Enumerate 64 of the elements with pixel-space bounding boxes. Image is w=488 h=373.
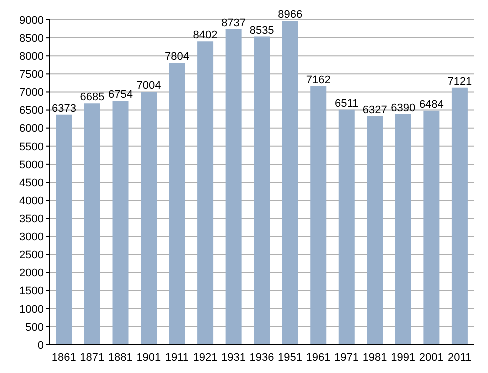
data-label: 6484 bbox=[419, 98, 444, 111]
data-label: 7121 bbox=[448, 76, 472, 88]
x-tick-label: 1961 bbox=[306, 352, 331, 364]
y-tick-label: 2000 bbox=[20, 268, 44, 280]
data-label: 8535 bbox=[250, 24, 274, 37]
bar bbox=[395, 114, 412, 345]
x-tick-label: 1951 bbox=[278, 352, 303, 364]
data-label: 6511 bbox=[335, 98, 359, 110]
bar bbox=[112, 101, 129, 345]
bar bbox=[198, 42, 214, 345]
data-label: 6754 bbox=[108, 89, 133, 102]
bar bbox=[84, 104, 100, 345]
x-tick-label: 1936 bbox=[250, 352, 274, 364]
bar bbox=[424, 110, 440, 345]
y-tick-label: 6000 bbox=[20, 123, 44, 136]
x-tick-label: 1991 bbox=[391, 352, 416, 364]
x-tick-label: 2011 bbox=[448, 352, 472, 364]
x-tick-label: 1931 bbox=[221, 352, 246, 364]
y-tick-label: 1000 bbox=[20, 304, 44, 316]
y-tick-label: 4500 bbox=[20, 177, 44, 190]
y-tick-label: 3500 bbox=[20, 214, 44, 226]
y-tick-label: 8000 bbox=[20, 51, 44, 64]
x-tick-label: 1861 bbox=[52, 352, 76, 364]
bar bbox=[226, 29, 242, 345]
x-tick-label: 1971 bbox=[334, 352, 360, 364]
data-label: 8737 bbox=[222, 17, 246, 30]
bar bbox=[367, 116, 384, 345]
bar bbox=[169, 63, 186, 345]
data-label: 6685 bbox=[80, 92, 105, 104]
data-label: 6327 bbox=[362, 104, 388, 117]
x-tick-label: 1881 bbox=[108, 352, 133, 364]
x-tick-label: 1981 bbox=[362, 352, 388, 364]
bar bbox=[141, 92, 158, 345]
bar bbox=[56, 114, 72, 345]
y-tick-label: 500 bbox=[26, 322, 44, 334]
y-tick-label: 0 bbox=[38, 340, 44, 352]
data-label: 7004 bbox=[136, 80, 162, 92]
bar bbox=[254, 36, 270, 345]
y-tick-label: 9000 bbox=[20, 14, 44, 27]
data-label: 7804 bbox=[165, 51, 190, 64]
data-label: 7162 bbox=[306, 74, 331, 86]
y-tick-label: 4000 bbox=[20, 195, 44, 208]
data-label: 8402 bbox=[193, 30, 218, 42]
y-tick-label: 5500 bbox=[20, 141, 44, 154]
bar bbox=[282, 21, 298, 345]
data-label: 6373 bbox=[52, 102, 76, 115]
bar bbox=[452, 88, 468, 345]
y-tick-label: 2500 bbox=[20, 250, 44, 262]
x-tick-label: 1901 bbox=[136, 352, 162, 364]
bar bbox=[338, 110, 355, 345]
x-tick-label: 2001 bbox=[419, 352, 444, 364]
y-tick-label: 6500 bbox=[20, 105, 44, 118]
bar bbox=[310, 86, 327, 345]
y-tick-label: 7500 bbox=[20, 69, 44, 82]
y-tick-label: 5000 bbox=[20, 159, 44, 172]
y-tick-label: 1500 bbox=[20, 286, 44, 298]
x-tick-label: 1921 bbox=[193, 352, 218, 364]
data-label: 8966 bbox=[278, 9, 303, 22]
y-tick-label: 7000 bbox=[20, 87, 44, 100]
x-tick-label: 1911 bbox=[165, 352, 190, 364]
data-label: 6390 bbox=[391, 102, 416, 114]
y-tick-label: 8500 bbox=[20, 32, 44, 45]
x-tick-label: 1871 bbox=[80, 352, 105, 364]
y-tick-label: 3000 bbox=[20, 232, 44, 244]
